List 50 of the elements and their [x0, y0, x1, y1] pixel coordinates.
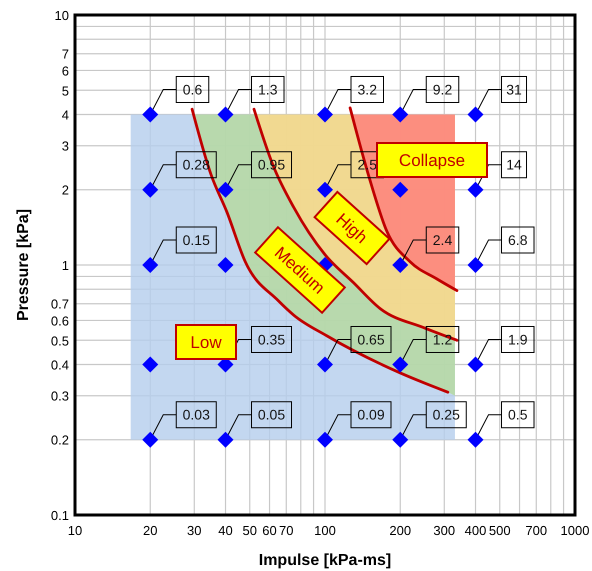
x-tick-label: 70	[279, 523, 294, 538]
y-tick-label: 0.4	[50, 357, 69, 372]
annotation: 0.05	[258, 406, 286, 423]
annotation: 1.9	[508, 331, 528, 348]
y-tick-label: 3	[62, 138, 69, 154]
annotation: 9.2	[432, 81, 452, 98]
y-tick-label: 7	[62, 46, 69, 62]
annotation: 2.4	[432, 232, 452, 248]
x-tick-label: 500	[488, 523, 511, 538]
x-tick-label: 50	[242, 523, 257, 538]
annotation: 14	[506, 156, 522, 173]
annotation: 0.09	[357, 406, 385, 423]
annotation: 1.3	[258, 81, 278, 98]
y-tick-label: 1	[62, 258, 69, 273]
y-tick-label: 10	[54, 8, 69, 23]
x-tick-label: 60	[262, 523, 277, 538]
annotation: 0.25	[432, 406, 460, 423]
annotation: 0.6	[182, 81, 202, 98]
x-tick-label: 100	[314, 523, 336, 538]
annotation: 0.5	[508, 406, 528, 423]
y-tick-label: 0.3	[50, 388, 69, 404]
annotation: 31	[506, 81, 522, 98]
y-tick-label: 0.7	[50, 296, 69, 312]
annotation: 1.2	[432, 331, 452, 348]
annotation: 0.03	[182, 406, 210, 423]
x-tick-label: 400	[464, 523, 486, 538]
annotation: Collapse	[398, 151, 466, 170]
y-tick-label: 0.6	[50, 313, 69, 328]
y-tick-label: 0.1	[50, 508, 69, 523]
y-tick-label: 5	[62, 83, 69, 98]
x-tick-label: 40	[218, 523, 233, 538]
annotation: 6.8	[508, 232, 528, 248]
y-tick-label: 2	[62, 182, 69, 198]
x-tick-label: 30	[187, 523, 202, 538]
annotation: 3.2	[358, 81, 378, 98]
annotation: 0.35	[258, 331, 286, 348]
x-tick-label: 20	[143, 523, 158, 538]
y-axis-title: Pressure [kPa]	[15, 208, 32, 322]
y-tick-label: 4	[62, 107, 69, 122]
x-axis-title: Impulse [kPa-ms]	[258, 552, 392, 569]
annotation: Low	[190, 333, 222, 352]
y-tick-label: 0.2	[50, 432, 69, 448]
annotation: 0.65	[357, 331, 385, 348]
x-tick-label: 1000	[560, 523, 590, 538]
y-tick-label: 0.5	[50, 333, 69, 348]
annotation: 0.15	[182, 232, 210, 248]
x-tick-label: 200	[389, 523, 412, 538]
y-tick-label: 6	[62, 63, 69, 78]
x-tick-label: 300	[433, 523, 456, 538]
x-tick-label: 700	[525, 523, 548, 538]
